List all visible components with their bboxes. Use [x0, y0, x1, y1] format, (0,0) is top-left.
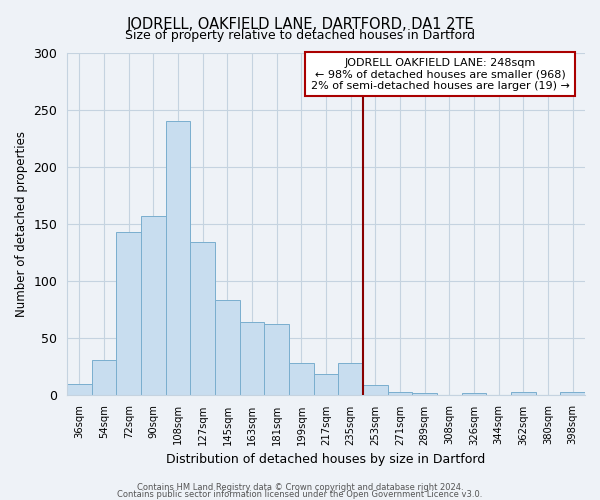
Bar — [363, 386, 388, 394]
Text: Contains HM Land Registry data © Crown copyright and database right 2024.: Contains HM Land Registry data © Crown c… — [137, 483, 463, 492]
Bar — [511, 392, 536, 394]
Text: JODRELL, OAKFIELD LANE, DARTFORD, DA1 2TE: JODRELL, OAKFIELD LANE, DARTFORD, DA1 2T… — [126, 18, 474, 32]
Bar — [560, 392, 585, 394]
Bar — [289, 362, 314, 394]
Bar — [240, 322, 265, 394]
Bar — [92, 360, 116, 394]
Text: Contains public sector information licensed under the Open Government Licence v3: Contains public sector information licen… — [118, 490, 482, 499]
Text: Size of property relative to detached houses in Dartford: Size of property relative to detached ho… — [125, 29, 475, 42]
Bar — [190, 242, 215, 394]
Bar — [166, 121, 190, 394]
Bar — [141, 216, 166, 394]
Bar — [388, 392, 412, 394]
Bar — [314, 374, 338, 394]
Bar — [67, 384, 92, 394]
Bar — [215, 300, 240, 394]
Y-axis label: Number of detached properties: Number of detached properties — [15, 130, 28, 316]
Text: JODRELL OAKFIELD LANE: 248sqm
← 98% of detached houses are smaller (968)
2% of s: JODRELL OAKFIELD LANE: 248sqm ← 98% of d… — [311, 58, 569, 91]
X-axis label: Distribution of detached houses by size in Dartford: Distribution of detached houses by size … — [166, 453, 486, 466]
Bar — [265, 324, 289, 394]
Bar — [338, 362, 363, 394]
Bar — [116, 232, 141, 394]
